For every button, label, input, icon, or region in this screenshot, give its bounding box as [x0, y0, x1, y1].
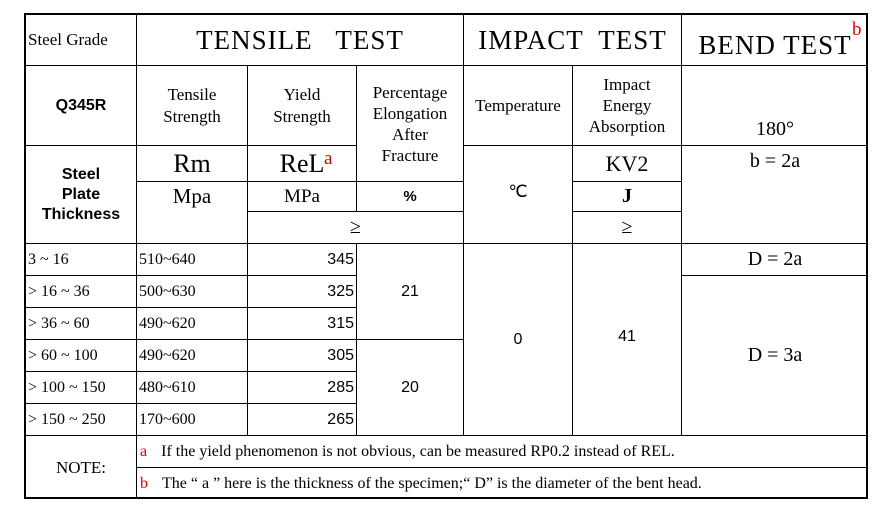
temperature-value: 0 [463, 243, 572, 435]
plate-thickness-line-1: Steel [61, 165, 101, 183]
tensile-test-header: TENSILE TEST [136, 15, 463, 65]
row-6-thickness: > 150 ~ 250 [26, 403, 136, 435]
elongation-value-2: 20 [356, 339, 463, 435]
impact-energy-line-2: Energy [602, 96, 652, 115]
row-5-tensile: 480~610 [136, 371, 247, 403]
temperature-header: Temperature [463, 65, 572, 145]
bend-d-value-1: D = 2a [681, 243, 866, 275]
row-4-tensile: 490~620 [136, 339, 247, 371]
note-label: NOTE: [26, 435, 136, 497]
elongation-unit: % [356, 181, 463, 211]
yield-strength-line-1: Yield [283, 84, 321, 104]
bend-angle: 180° [681, 65, 866, 145]
yield-strength-header: Yield Strength [247, 65, 356, 145]
elongation-line-1: Percentage [372, 83, 448, 102]
impact-ge-symbol: ≥ [572, 211, 681, 243]
steel-grade-header: Steel Grade [28, 30, 108, 49]
row-2-thickness: > 16 ~ 36 [26, 275, 136, 307]
row-2-tensile: 500~630 [136, 275, 247, 307]
note-b-text: The “ a ” here is the thickness of the s… [162, 474, 702, 492]
row-3-tensile: 490~620 [136, 307, 247, 339]
elongation-line-2: Elongation [372, 104, 448, 123]
temperature-unit: ℃ [463, 145, 572, 243]
bend-test-header: BEND TEST [681, 15, 866, 65]
rel-note-marker: a [324, 148, 333, 169]
row-3-yield: 315 [247, 307, 356, 339]
elongation-header: Percentage Elongation After Fracture [356, 65, 463, 181]
note-a-text: If the yield phenomenon is not obvious, … [161, 442, 675, 460]
impact-energy-line-1: Impact [603, 75, 651, 94]
plate-thickness-label: Steel Plate Thickness [26, 145, 136, 243]
note-a-marker: a [140, 442, 148, 460]
row-1-thickness: 3 ~ 16 [26, 243, 136, 275]
tensile-unit: Mpa [136, 181, 247, 243]
elongation-line-4: Fracture [381, 146, 439, 165]
impact-test-header: IMPACT TEST [463, 15, 681, 65]
row-1-tensile: 510~640 [136, 243, 247, 275]
impact-energy-line-3: Absorption [588, 117, 666, 136]
rm-symbol: Rm [136, 145, 247, 181]
bend-b-value: b = 2a [681, 145, 866, 243]
note-a: a If the yield phenomenon is not obvious… [136, 435, 866, 467]
note-b: b The “ a ” here is the thickness of the… [136, 467, 866, 497]
tensile-strength-header: Tensile Strength [136, 65, 247, 145]
yield-unit: MPa [247, 181, 356, 211]
impact-energy-header: Impact Energy Absorption [572, 65, 681, 145]
row-1-yield: 345 [247, 243, 356, 275]
row-5-yield: 285 [247, 371, 356, 403]
tensile-strength-line-2: Strength [163, 106, 221, 126]
plate-thickness-line-2: Plate [61, 185, 101, 203]
row-6-tensile: 170~600 [136, 403, 247, 435]
row-6-yield: 265 [247, 403, 356, 435]
kv2-symbol: KV2 [572, 145, 681, 181]
tensile-ge-symbol: ≥ [247, 211, 463, 243]
elongation-line-3: After [392, 125, 428, 144]
bend-d-value-2: D = 3a [681, 275, 866, 435]
rel-symbol: ReL [247, 145, 356, 181]
row-3-thickness: > 36 ~ 60 [26, 307, 136, 339]
impact-unit: J [572, 181, 681, 211]
bend-note-marker: b [852, 19, 862, 40]
tensile-strength-line-1: Tensile [167, 84, 217, 104]
row-4-thickness: > 60 ~ 100 [26, 339, 136, 371]
steel-spec-table: Steel Grade TENSILE TEST IMPACT TEST BEN… [24, 13, 868, 499]
elongation-value-1: 21 [356, 243, 463, 339]
grade-label: Q345R [26, 65, 136, 145]
row-4-yield: 305 [247, 339, 356, 371]
impact-energy-value: 41 [572, 243, 681, 435]
note-b-marker: b [140, 474, 148, 492]
row-2-yield: 325 [247, 275, 356, 307]
plate-thickness-line-3: Thickness [41, 205, 121, 223]
yield-strength-line-2: Strength [273, 106, 331, 126]
row-5-thickness: > 100 ~ 150 [26, 371, 136, 403]
